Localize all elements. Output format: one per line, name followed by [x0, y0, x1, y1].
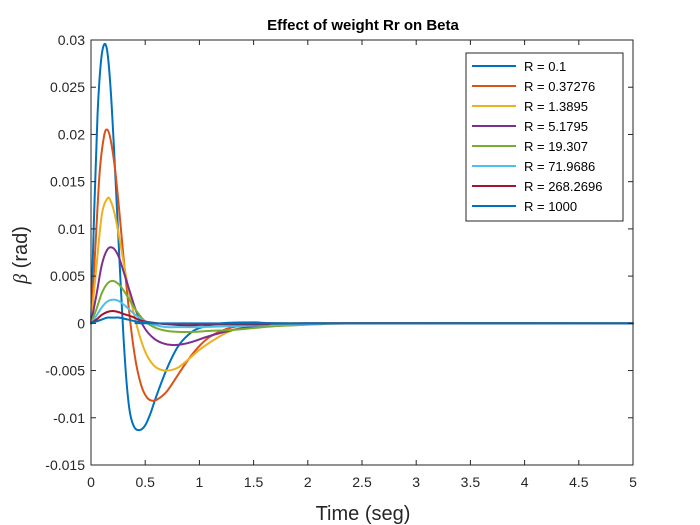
x-tick-label: 1 — [196, 474, 204, 490]
y-axis-label: β (rad) — [10, 226, 32, 285]
x-tick-label: 4 — [521, 474, 529, 490]
x-axis-label: Time (seg) — [316, 503, 411, 525]
y-axis-ticks: -0.015 -0.01 -0.005 0 0.005 0.01 0.015 0.02 0.02… — [45, 32, 633, 473]
legend-entry: R = 19.307 — [524, 139, 588, 154]
x-tick-label: 1.5 — [244, 474, 264, 490]
x-tick-label: 3 — [412, 474, 420, 490]
y-axis-label-unit: (rad) — [10, 226, 32, 268]
x-axis-ticks: 0 0.5 1 1.5 2 2.5 3 3.5 4 4.5 5 — [87, 40, 637, 490]
legend-entry: R = 0.37276 — [524, 79, 595, 94]
y-tick-label: -0.005 — [45, 363, 85, 379]
y-tick-label: 0.02 — [58, 126, 85, 142]
y-tick-label: 0.005 — [50, 268, 85, 284]
chart-title: Effect of weight Rr on Beta — [267, 17, 459, 34]
series-lines — [90, 42, 634, 432]
legend-entry: R = 1.3895 — [524, 99, 588, 114]
y-tick-label: -0.015 — [45, 457, 85, 473]
legend-entry: R = 1000 — [524, 199, 577, 214]
legend-box — [465, 52, 624, 222]
x-tick-label: 0.5 — [135, 474, 155, 490]
y-axis-label-symbol: β — [10, 274, 32, 285]
legend-entry: R = 268.2696 — [524, 179, 602, 194]
y-tick-label: -0.01 — [53, 410, 85, 426]
y-tick-label: 0.025 — [50, 79, 85, 95]
legend: R = 0.1 R = 0.37276 R = 1.3895 R = 5.1795 R … — [465, 52, 624, 222]
x-tick-label: 3.5 — [461, 474, 481, 490]
x-tick-label: 5 — [629, 474, 637, 490]
y-tick-label: 0.015 — [50, 174, 85, 190]
series-line-8 — [90, 316, 634, 325]
x-tick-label: 4.5 — [569, 474, 589, 490]
x-tick-label: 0 — [87, 474, 95, 490]
legend-entry: R = 71.9686 — [524, 159, 595, 174]
y-tick-label: 0.03 — [58, 32, 85, 48]
legend-entry: R = 5.1795 — [524, 119, 588, 134]
x-tick-label: 2 — [304, 474, 312, 490]
legend-entry: R = 0.1 — [524, 59, 566, 74]
y-tick-label: 0.01 — [58, 221, 85, 237]
x-tick-label: 2.5 — [352, 474, 372, 490]
y-tick-label: 0 — [77, 315, 85, 331]
